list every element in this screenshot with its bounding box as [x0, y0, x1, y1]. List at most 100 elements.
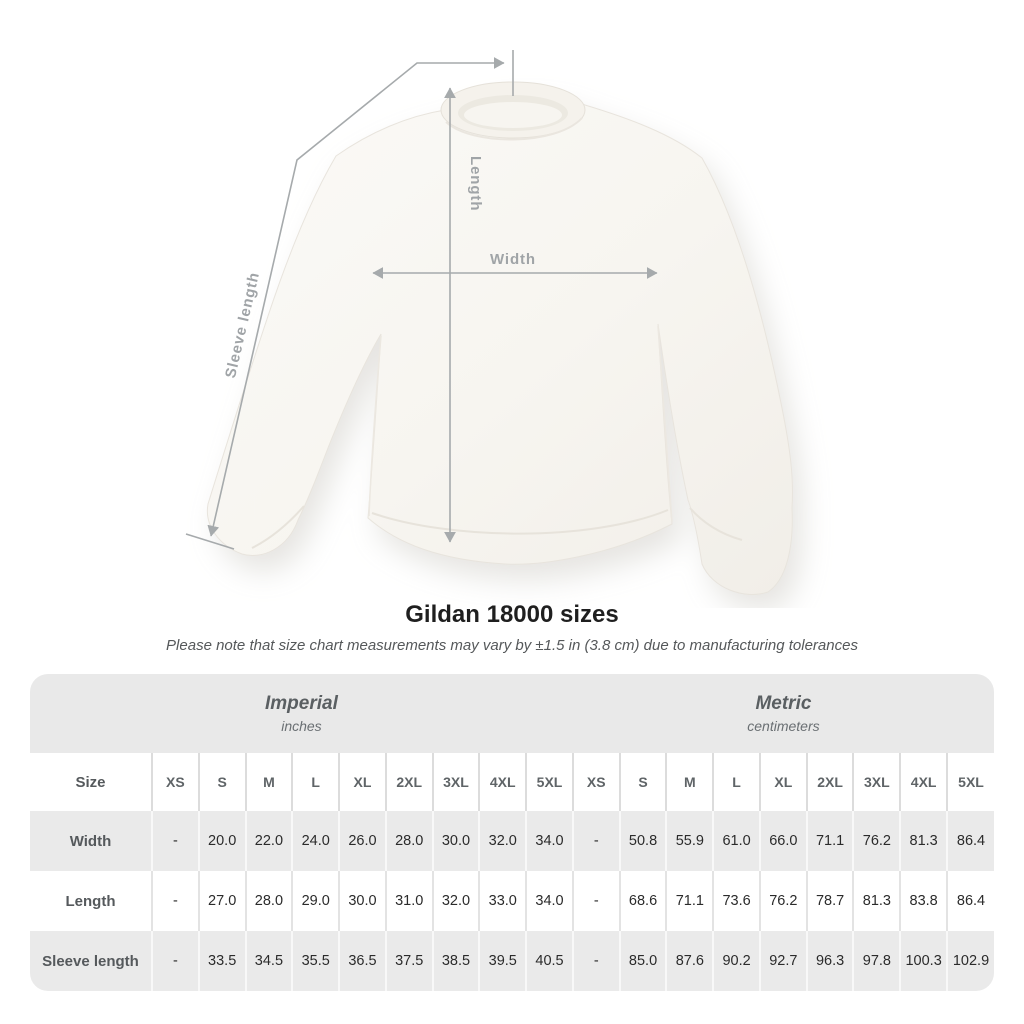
col-header-imperial-xl: XL [338, 753, 386, 811]
table-cell: 38.5 [431, 931, 480, 991]
col-header-metric-5xl: 5XL [946, 753, 994, 811]
col-header-metric-2xl: 2XL [805, 753, 854, 811]
col-header-metric-m: M [665, 753, 714, 811]
col-header-imperial-3xl: 3XL [431, 753, 480, 811]
size-header-row: Size XS S M L XL 2XL 3XL 4XL 5XL XS S M … [30, 753, 994, 811]
table-cell: 32.0 [431, 871, 480, 931]
table-cell: 85.0 [618, 931, 667, 991]
table-cell: 83.8 [899, 871, 948, 931]
table-cell: 31.0 [384, 871, 433, 931]
table-cell: 29.0 [291, 871, 340, 931]
table-cell: 81.3 [852, 871, 901, 931]
table-cell: 92.7 [758, 931, 807, 991]
imperial-label: Imperial [265, 692, 338, 714]
sweatshirt-diagram: Width Length Sleeve length [185, 50, 794, 595]
unit-group-row: Imperial inches Metric centimeters [30, 674, 994, 753]
metric-unit: centimeters [747, 718, 820, 735]
table-cell: 37.5 [384, 931, 433, 991]
right-side-seam [657, 325, 673, 523]
table-cell: 34.0 [525, 811, 573, 871]
metric-group-header: Metric centimeters [572, 674, 994, 753]
table-row-length: Length - 27.0 28.0 29.0 30.0 31.0 32.0 3… [30, 871, 994, 931]
table-cell: 40.5 [525, 931, 573, 991]
col-header-metric-xl: XL [758, 753, 807, 811]
table-cell: 34.0 [525, 871, 573, 931]
table-cell: 32.0 [478, 811, 527, 871]
col-header-imperial-2xl: 2XL [384, 753, 433, 811]
table-cell: 30.0 [431, 811, 480, 871]
col-header-imperial-xs: XS [151, 753, 199, 811]
col-header-metric-3xl: 3XL [852, 753, 901, 811]
table-cell: 36.5 [338, 931, 386, 991]
table-cell: 81.3 [899, 811, 948, 871]
col-header-metric-xs: XS [571, 753, 620, 811]
right-cuff-seam [689, 507, 743, 541]
table-cell: 35.5 [291, 931, 340, 991]
measurement-lines [185, 50, 658, 550]
col-header-imperial-s: S [197, 753, 246, 811]
imperial-unit: inches [281, 718, 322, 735]
sweatshirt-illustration [206, 81, 794, 595]
table-cell: 22.0 [244, 811, 293, 871]
table-cell: - [571, 811, 620, 871]
table-cell: 26.0 [338, 811, 386, 871]
sleeve-cuff-tick [185, 533, 235, 550]
table-cell: 96.3 [805, 931, 854, 991]
table-cell: 55.9 [665, 811, 714, 871]
table-cell: 100.3 [899, 931, 948, 991]
table-cell: - [571, 931, 620, 991]
table-cell: 78.7 [805, 871, 854, 931]
size-header: Size [75, 773, 106, 791]
metric-label: Metric [755, 692, 812, 714]
table-cell: 66.0 [758, 811, 807, 871]
table-cell: 61.0 [712, 811, 760, 871]
col-header-metric-4xl: 4XL [899, 753, 948, 811]
table-cell: 86.4 [946, 871, 994, 931]
col-header-imperial-m: M [244, 753, 293, 811]
table-cell: 87.6 [665, 931, 714, 991]
table-cell: 28.0 [384, 811, 433, 871]
col-header-imperial-4xl: 4XL [478, 753, 527, 811]
col-header-metric-l: L [712, 753, 760, 811]
imperial-group-header: Imperial inches [30, 674, 573, 753]
table-cell: 102.9 [946, 931, 994, 991]
width-label: Width [490, 251, 536, 268]
collar-inner [464, 102, 562, 128]
product-photo: Width Length Sleeve length [0, 8, 1024, 608]
table-cell: 71.1 [805, 811, 854, 871]
table-cell: 28.0 [244, 871, 293, 931]
tolerance-note: Please note that size chart measurements… [166, 637, 858, 654]
table-cell: 24.0 [291, 811, 340, 871]
table-cell: 86.4 [946, 811, 994, 871]
table-cell: 33.0 [478, 871, 527, 931]
col-header-metric-s: S [618, 753, 667, 811]
row-label-sleeve-length: Sleeve length [42, 952, 139, 970]
table-cell: 33.5 [197, 931, 246, 991]
table-cell: 73.6 [712, 871, 760, 931]
table-cell: 27.0 [197, 871, 246, 931]
row-label-width: Width [69, 832, 112, 850]
table-cell: 68.6 [618, 871, 667, 931]
size-table: Imperial inches Metric centimeters Size … [30, 674, 994, 991]
table-row-width: Width - 20.0 22.0 24.0 26.0 28.0 30.0 32… [30, 811, 994, 871]
table-cell: 30.0 [338, 871, 386, 931]
col-header-imperial-l: L [291, 753, 340, 811]
table-cell: 50.8 [618, 811, 667, 871]
row-label-length: Length [65, 892, 116, 910]
table-cell: 34.5 [244, 931, 293, 991]
page-title: Gildan 18000 sizes [405, 601, 619, 628]
table-cell: 71.1 [665, 871, 714, 931]
table-cell: - [151, 871, 199, 931]
col-header-imperial-5xl: 5XL [525, 753, 573, 811]
table-cell: 20.0 [197, 811, 246, 871]
table-cell: 97.8 [852, 931, 901, 991]
table-cell: 76.2 [852, 811, 901, 871]
table-cell: 39.5 [478, 931, 527, 991]
table-cell: - [151, 811, 199, 871]
length-label: Length [467, 156, 484, 211]
sleeve-length-arrow [207, 57, 505, 537]
table-cell: - [151, 931, 199, 991]
table-row-sleeve-length: Sleeve length - 33.5 34.5 35.5 36.5 37.5… [30, 931, 994, 991]
table-cell: - [571, 871, 620, 931]
